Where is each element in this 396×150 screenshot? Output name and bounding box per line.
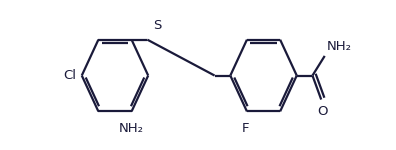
Text: NH₂: NH₂ xyxy=(326,40,352,53)
Text: S: S xyxy=(153,19,162,32)
Text: F: F xyxy=(242,122,249,135)
Text: O: O xyxy=(317,105,327,118)
Text: Cl: Cl xyxy=(63,69,76,82)
Text: NH₂: NH₂ xyxy=(119,122,144,135)
